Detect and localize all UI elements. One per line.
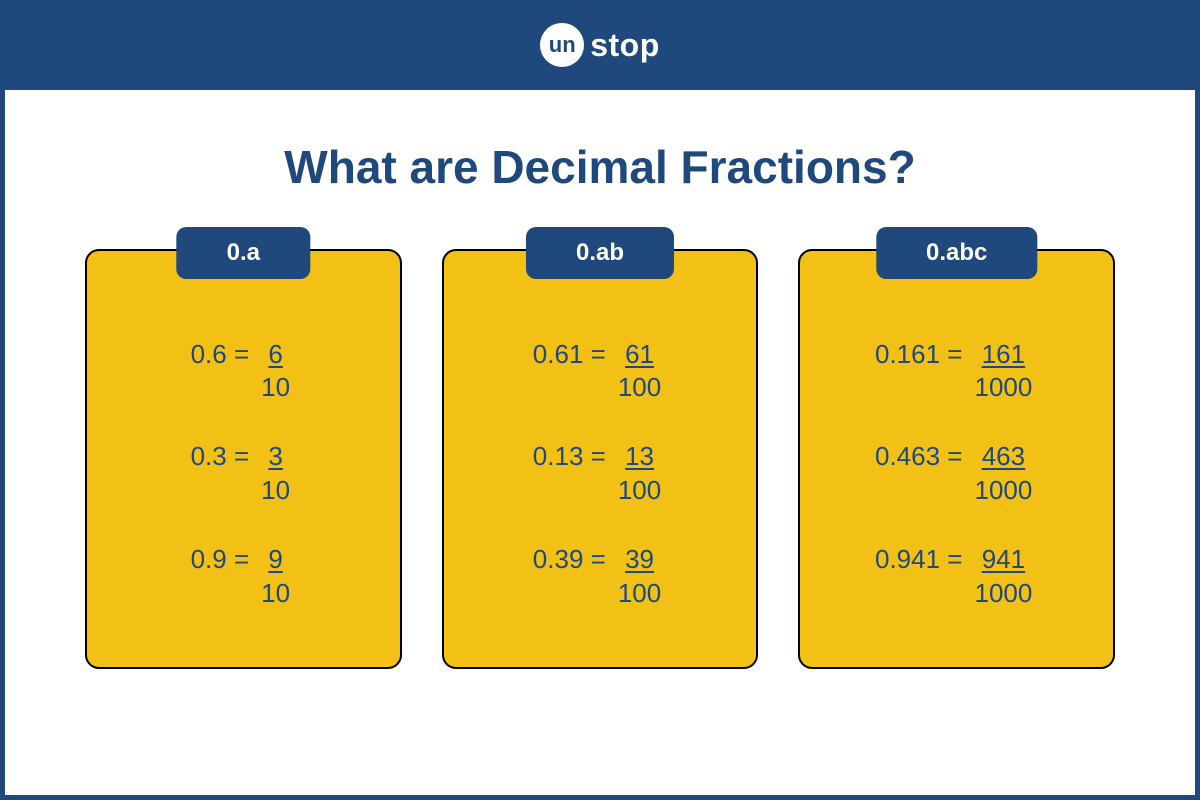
equation-fraction: 6 10	[255, 338, 296, 406]
card-body: 0.61 = 61 100 0.13 = 13 100 0.39 =	[442, 249, 759, 669]
denominator: 100	[612, 577, 667, 611]
logo: un stop	[540, 23, 660, 67]
logo-circle-icon: un	[540, 23, 584, 67]
card-tab: 0.a	[177, 227, 310, 279]
equation-row: 0.161 = 161 1000	[875, 338, 1038, 406]
equation-row: 0.463 = 463 1000	[875, 440, 1038, 508]
equation-fraction: 161 1000	[969, 338, 1039, 406]
equation-row: 0.941 = 941 1000	[875, 543, 1038, 611]
equation-fraction: 13 100	[612, 440, 667, 508]
numerator: 3	[262, 440, 288, 474]
numerator: 9	[262, 543, 288, 577]
equation-row: 0.13 = 13 100	[533, 440, 667, 508]
numerator: 161	[976, 338, 1031, 372]
card-tenths: 0.a 0.6 = 6 10 0.3 = 3 10	[85, 249, 402, 669]
equation-row: 0.61 = 61 100	[533, 338, 667, 406]
equation-decimal: 0.941 =	[875, 543, 963, 577]
equation-decimal: 0.39 =	[533, 543, 606, 577]
denominator: 1000	[969, 371, 1039, 405]
content-area: What are Decimal Fractions? 0.a 0.6 = 6 …	[0, 90, 1200, 800]
header-bar: un stop	[0, 0, 1200, 90]
card-thousandths: 0.abc 0.161 = 161 1000 0.463 = 463 1000	[798, 249, 1115, 669]
page-title: What are Decimal Fractions?	[65, 140, 1135, 194]
equation-decimal: 0.463 =	[875, 440, 963, 474]
denominator: 100	[612, 371, 667, 405]
denominator: 1000	[969, 577, 1039, 611]
equation-decimal: 0.6 =	[191, 338, 250, 372]
numerator: 463	[976, 440, 1031, 474]
equation-fraction: 3 10	[255, 440, 296, 508]
card-hundredths: 0.ab 0.61 = 61 100 0.13 = 13 100	[442, 249, 759, 669]
equation-decimal: 0.13 =	[533, 440, 606, 474]
card-tab: 0.ab	[526, 227, 674, 279]
equation-row: 0.39 = 39 100	[533, 543, 667, 611]
equation-decimal: 0.9 =	[191, 543, 250, 577]
denominator: 10	[255, 474, 296, 508]
denominator: 10	[255, 371, 296, 405]
logo-text: stop	[590, 27, 660, 64]
equation-fraction: 941 1000	[969, 543, 1039, 611]
numerator: 39	[619, 543, 660, 577]
denominator: 10	[255, 577, 296, 611]
logo-circle-text: un	[549, 32, 576, 58]
cards-row: 0.a 0.6 = 6 10 0.3 = 3 10	[65, 249, 1135, 669]
equation-fraction: 61 100	[612, 338, 667, 406]
equation-row: 0.6 = 6 10	[191, 338, 297, 406]
equation-row: 0.3 = 3 10	[191, 440, 297, 508]
equation-fraction: 39 100	[612, 543, 667, 611]
equation-fraction: 463 1000	[969, 440, 1039, 508]
denominator: 100	[612, 474, 667, 508]
numerator: 61	[619, 338, 660, 372]
equation-decimal: 0.61 =	[533, 338, 606, 372]
numerator: 6	[262, 338, 288, 372]
equation-decimal: 0.3 =	[191, 440, 250, 474]
denominator: 1000	[969, 474, 1039, 508]
equation-row: 0.9 = 9 10	[191, 543, 297, 611]
numerator: 13	[619, 440, 660, 474]
equation-decimal: 0.161 =	[875, 338, 963, 372]
card-body: 0.161 = 161 1000 0.463 = 463 1000 0.941 …	[798, 249, 1115, 669]
card-body: 0.6 = 6 10 0.3 = 3 10 0.9 = 9	[85, 249, 402, 669]
card-tab: 0.abc	[876, 227, 1037, 279]
equation-fraction: 9 10	[255, 543, 296, 611]
numerator: 941	[976, 543, 1031, 577]
